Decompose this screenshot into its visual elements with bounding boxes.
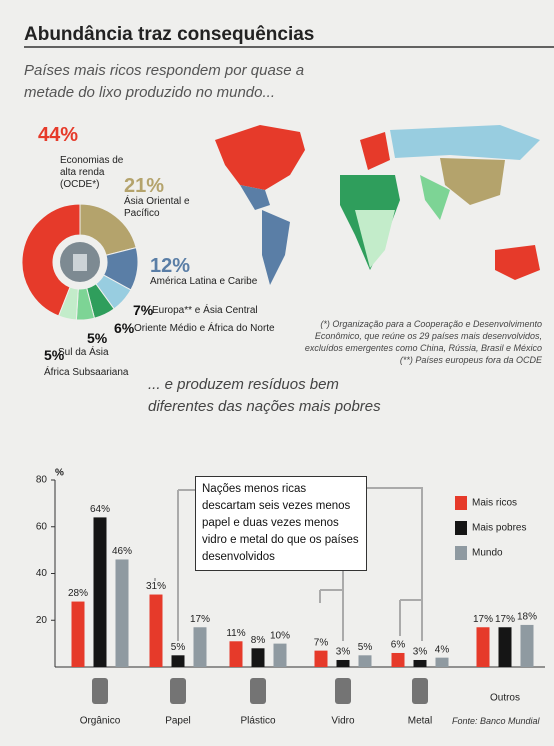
pie-value-label: 5%	[87, 330, 108, 346]
value-label: 7%	[314, 637, 329, 648]
legend-swatch	[455, 521, 467, 535]
pie-category-label: América Latina e Caribe	[150, 276, 258, 287]
bar	[476, 627, 490, 667]
x-tick-label: Metal	[408, 716, 432, 727]
pie-category-label: Sul da Ásia	[58, 347, 109, 358]
legend-label: Mais ricos	[472, 498, 517, 509]
pie-value-label: 21%	[124, 175, 165, 197]
value-label: 8%	[251, 635, 266, 646]
bar	[314, 650, 328, 667]
x-tick-label: Papel	[165, 716, 191, 727]
y-tick-label: 40	[36, 568, 48, 579]
value-label: 6%	[391, 640, 406, 651]
bar	[391, 652, 405, 667]
notes: (*) Organização para a Cooperação e Dese…	[300, 318, 542, 366]
x-tick-label: Orgânico	[80, 716, 121, 727]
note: (**) Países europeus fora da OCDE	[399, 355, 542, 365]
title: Abundância traz consequências	[24, 24, 314, 45]
bar	[93, 517, 107, 667]
value-label: 31%	[146, 581, 166, 592]
bar	[171, 655, 185, 667]
legend-label: Mundo	[472, 548, 503, 559]
category-icon	[412, 678, 428, 704]
y-tick-label: 20	[36, 615, 48, 626]
value-label: 17%	[190, 614, 210, 625]
legend-swatch	[455, 546, 467, 560]
bar	[115, 559, 129, 667]
world-map	[215, 125, 540, 285]
bar	[358, 655, 372, 667]
pie-category-label: Europa** e Ásia Central	[152, 305, 258, 316]
value-label: 64%	[90, 504, 110, 515]
value-label: 17%	[495, 614, 515, 625]
pie-value-label: 7%	[133, 302, 154, 318]
pie-category-label: Economias de alta renda (OCDE*)	[60, 155, 124, 190]
note: (*) Organização para a Cooperação e Dese…	[304, 319, 542, 353]
pie-value-label: 5%	[44, 347, 65, 363]
value-label: 46%	[112, 546, 132, 557]
bar	[498, 627, 512, 667]
source: Fonte: Banco Mundial	[452, 716, 540, 726]
pie-value-label: 44%	[38, 124, 79, 146]
bar-subtitle: ... e produzem resíduos bem diferentes d…	[148, 376, 381, 415]
bar	[520, 624, 534, 667]
value-label: 4%	[435, 644, 450, 655]
annotation: Nações menos ricas descartam seis vezes …	[195, 476, 367, 571]
value-label: 5%	[358, 642, 373, 653]
pie-slice	[58, 286, 79, 321]
pie-subtitle: Países mais ricos respondem por quase a …	[24, 62, 305, 101]
connector	[355, 487, 423, 600]
value-label: 17%	[473, 614, 493, 625]
bar	[229, 641, 243, 667]
legend-label: Mais pobres	[472, 523, 526, 534]
bar	[413, 659, 427, 667]
bar	[336, 659, 350, 667]
value-label: 5%	[171, 642, 186, 653]
bar	[435, 657, 449, 667]
value-label: 18%	[517, 612, 537, 623]
pie-category-label: Ásia Oriental e Pacífico	[124, 196, 190, 219]
y-axis-label: %	[55, 468, 64, 479]
value-label: 28%	[68, 588, 88, 599]
bar	[193, 627, 207, 667]
value-label: 10%	[270, 630, 290, 641]
category-icon	[250, 678, 266, 704]
value-label: 3%	[336, 647, 351, 658]
x-tick-label: Vidro	[331, 716, 355, 727]
y-tick-label: 60	[36, 521, 48, 532]
bin-icon	[73, 254, 87, 271]
x-tick-label: Outros	[490, 693, 520, 704]
y-tick-label: 80	[36, 475, 48, 486]
pie-category-label: África Subsaariana	[44, 367, 129, 378]
legend-swatch	[455, 496, 467, 510]
value-label: 3%	[413, 647, 428, 658]
x-tick-label: Plástico	[240, 716, 275, 727]
value-label: 11%	[226, 628, 245, 639]
pie-category-label: Oriente Médio e África do Norte	[134, 323, 275, 334]
bar	[149, 594, 163, 667]
bar	[251, 648, 265, 667]
pie-value-label: 6%	[114, 320, 135, 336]
pie-value-label: 12%	[150, 255, 191, 277]
pie-slice	[21, 203, 81, 317]
category-icon	[92, 678, 108, 704]
bar	[273, 643, 287, 667]
bar	[71, 601, 85, 667]
category-icon	[335, 678, 351, 704]
category-icon	[170, 678, 186, 704]
